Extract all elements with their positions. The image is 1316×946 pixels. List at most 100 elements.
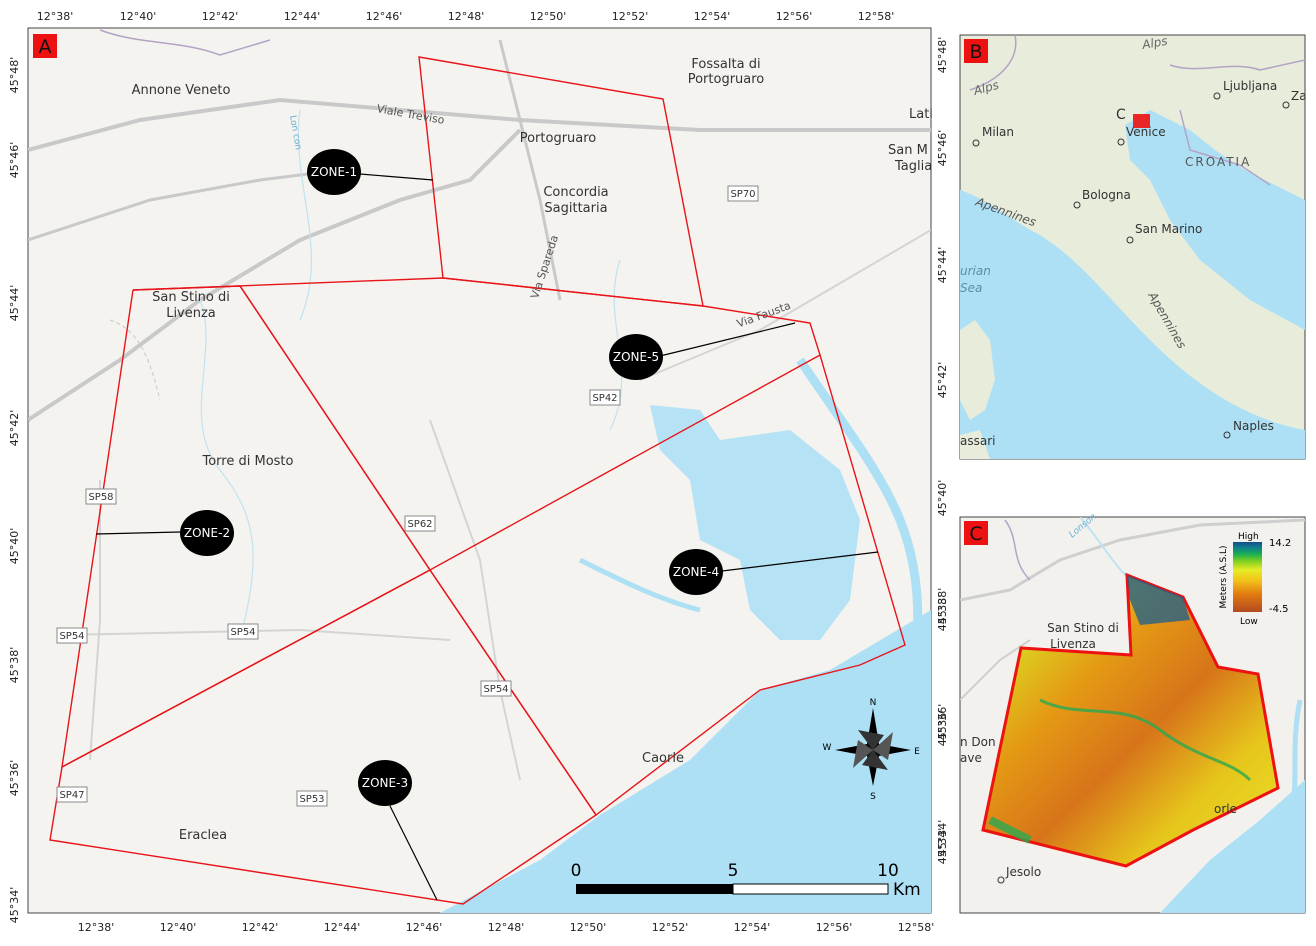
admin-border <box>99 29 271 56</box>
main-road <box>28 128 522 422</box>
left-tick-label: 45°36' <box>8 760 21 797</box>
dot-naples <box>1223 431 1231 439</box>
top-tick-label: 12°40' <box>120 10 157 23</box>
scale-label-5: 5 <box>728 861 739 881</box>
main-road <box>960 518 1305 602</box>
label-sassari: assari <box>960 434 995 448</box>
stream <box>297 109 312 321</box>
panel-c-elevation-map: San Stino di Livenza n Don ave orle Jeso… <box>936 512 1306 914</box>
zone-leaders <box>95 173 879 901</box>
label-caorle: orle <box>1214 802 1237 816</box>
panel-c-tick-label: 45°38' <box>936 588 949 625</box>
compass-rose-icon: N S E W <box>823 698 921 802</box>
sea <box>1160 780 1305 913</box>
shield-sp58: SP58 <box>85 488 117 505</box>
right-tick-label: 45°34' <box>936 828 949 865</box>
left-tick-label: 45°44' <box>8 285 21 322</box>
bottom-tick-label: 12°54' <box>734 921 771 934</box>
panel-b-badge <box>964 39 988 63</box>
place-annone-veneto: Annone Veneto <box>132 83 231 98</box>
place-portogruaro: Portogruaro <box>520 131 597 146</box>
left-tick-label: 45°34' <box>8 887 21 924</box>
label-ligurian: urian <box>960 264 991 278</box>
leader-zone-1 <box>359 173 434 181</box>
left-tick-label: 45°48' <box>8 57 21 94</box>
dem-low-edge <box>988 816 1032 844</box>
zone-5-marker <box>609 334 663 380</box>
zone-3-label: ZONE-3 <box>362 776 408 790</box>
right-tick-label: 45°44' <box>936 247 949 284</box>
panel-c-labels: San Stino di Livenza n Don ave orle Jeso… <box>960 512 1237 884</box>
scale-label-0: 0 <box>571 861 582 881</box>
left-tick-label: 45°40' <box>8 528 21 565</box>
shield-sp62: SP62 <box>404 515 436 532</box>
main-road <box>28 168 341 242</box>
right-tick-label: 45°40' <box>936 480 949 517</box>
label-san-marino: San Marino <box>1135 222 1202 236</box>
label-san-stino-line2: Livenza <box>1050 637 1096 651</box>
svg-text:SP47: SP47 <box>59 790 84 801</box>
panel-a-letter: A <box>39 36 52 58</box>
lagoon-area <box>650 405 860 640</box>
top-tick-label: 12°56' <box>776 10 813 23</box>
left-tick-label: 45°46' <box>8 142 21 179</box>
right-tick-label: 45°46' <box>936 130 949 167</box>
zone-4-label: ZONE-4 <box>673 565 719 579</box>
zone-1-label: ZONE-1 <box>311 165 357 179</box>
panel-c-badge <box>964 521 988 545</box>
label-croatia: CROATIA <box>1185 155 1251 169</box>
dot-san-marino <box>1126 236 1134 244</box>
bottom-tick-label: 12°46' <box>406 921 443 934</box>
panel-a-graticule: 12°38' 12°40' 12°42' 12°44' 12°46' 12°48' 12°5… <box>8 10 949 934</box>
label-c-inset-marker: C <box>1116 107 1126 123</box>
place-lati: Lati <box>909 107 933 122</box>
top-tick-label: 12°42' <box>202 10 239 23</box>
place-eraclea: Eraclea <box>179 828 227 843</box>
secondary-road <box>639 229 931 381</box>
dem-high-area <box>1127 575 1190 625</box>
admin-border <box>1179 109 1271 186</box>
main-road <box>28 97 931 152</box>
stream <box>1079 517 1131 581</box>
sea-adriatic <box>1125 110 1305 330</box>
zone-4-marker <box>669 549 723 595</box>
leader-zone-2 <box>95 531 181 535</box>
label-venice: Venice <box>1126 125 1166 139</box>
label-jesolo: Jesolo <box>1005 865 1041 879</box>
secondary-road <box>59 628 451 641</box>
zone-3-marker <box>358 760 412 806</box>
sea-tyrrhenian <box>960 190 1305 459</box>
dot-bologna <box>1073 201 1081 209</box>
shield-sp54-c: SP54 <box>480 680 512 697</box>
panel-c-basemap <box>960 517 1305 913</box>
admin-border <box>969 35 1017 91</box>
left-tick-label: 45°38' <box>8 647 21 684</box>
place-san-stino-line1: San Stino di <box>152 290 230 305</box>
bottom-tick-label: 12°50' <box>570 921 607 934</box>
zone-2-label: ZONE-2 <box>184 526 230 540</box>
channel <box>578 557 701 613</box>
shield-sp70: SP70 <box>727 185 759 202</box>
road-shields: SP70 SP42 SP58 SP62 SP54 SP54 SP54 SP47 … <box>56 185 759 807</box>
stream <box>199 299 254 641</box>
right-tick-label: 45°42' <box>936 362 949 399</box>
scale-bar-black <box>576 884 733 894</box>
leader-zone-3 <box>389 805 438 901</box>
place-concordia-line1: Concordia <box>543 185 608 200</box>
top-tick-label: 12°58' <box>858 10 895 23</box>
compass-e: E <box>914 747 920 757</box>
legend-title: Meters (A.S.L) <box>1219 545 1229 608</box>
place-caorle: Caorle <box>642 751 684 766</box>
shield-sp42: SP42 <box>589 389 621 406</box>
svg-text:SP62: SP62 <box>407 519 432 530</box>
zone-boundaries <box>49 56 906 905</box>
right-tick-label: 45°36' <box>936 710 949 747</box>
legend-low-value: -4.5 <box>1269 604 1289 615</box>
elevation-legend: High 14.2 Low -4.5 Meters (A.S.L) <box>1219 532 1291 627</box>
zone-4-boundary <box>429 354 906 817</box>
scale-bar-white <box>732 883 889 895</box>
label-ljubljana: Ljubljana <box>1223 79 1277 93</box>
compass-s: S <box>870 792 876 802</box>
legend-low: Low <box>1240 617 1258 627</box>
